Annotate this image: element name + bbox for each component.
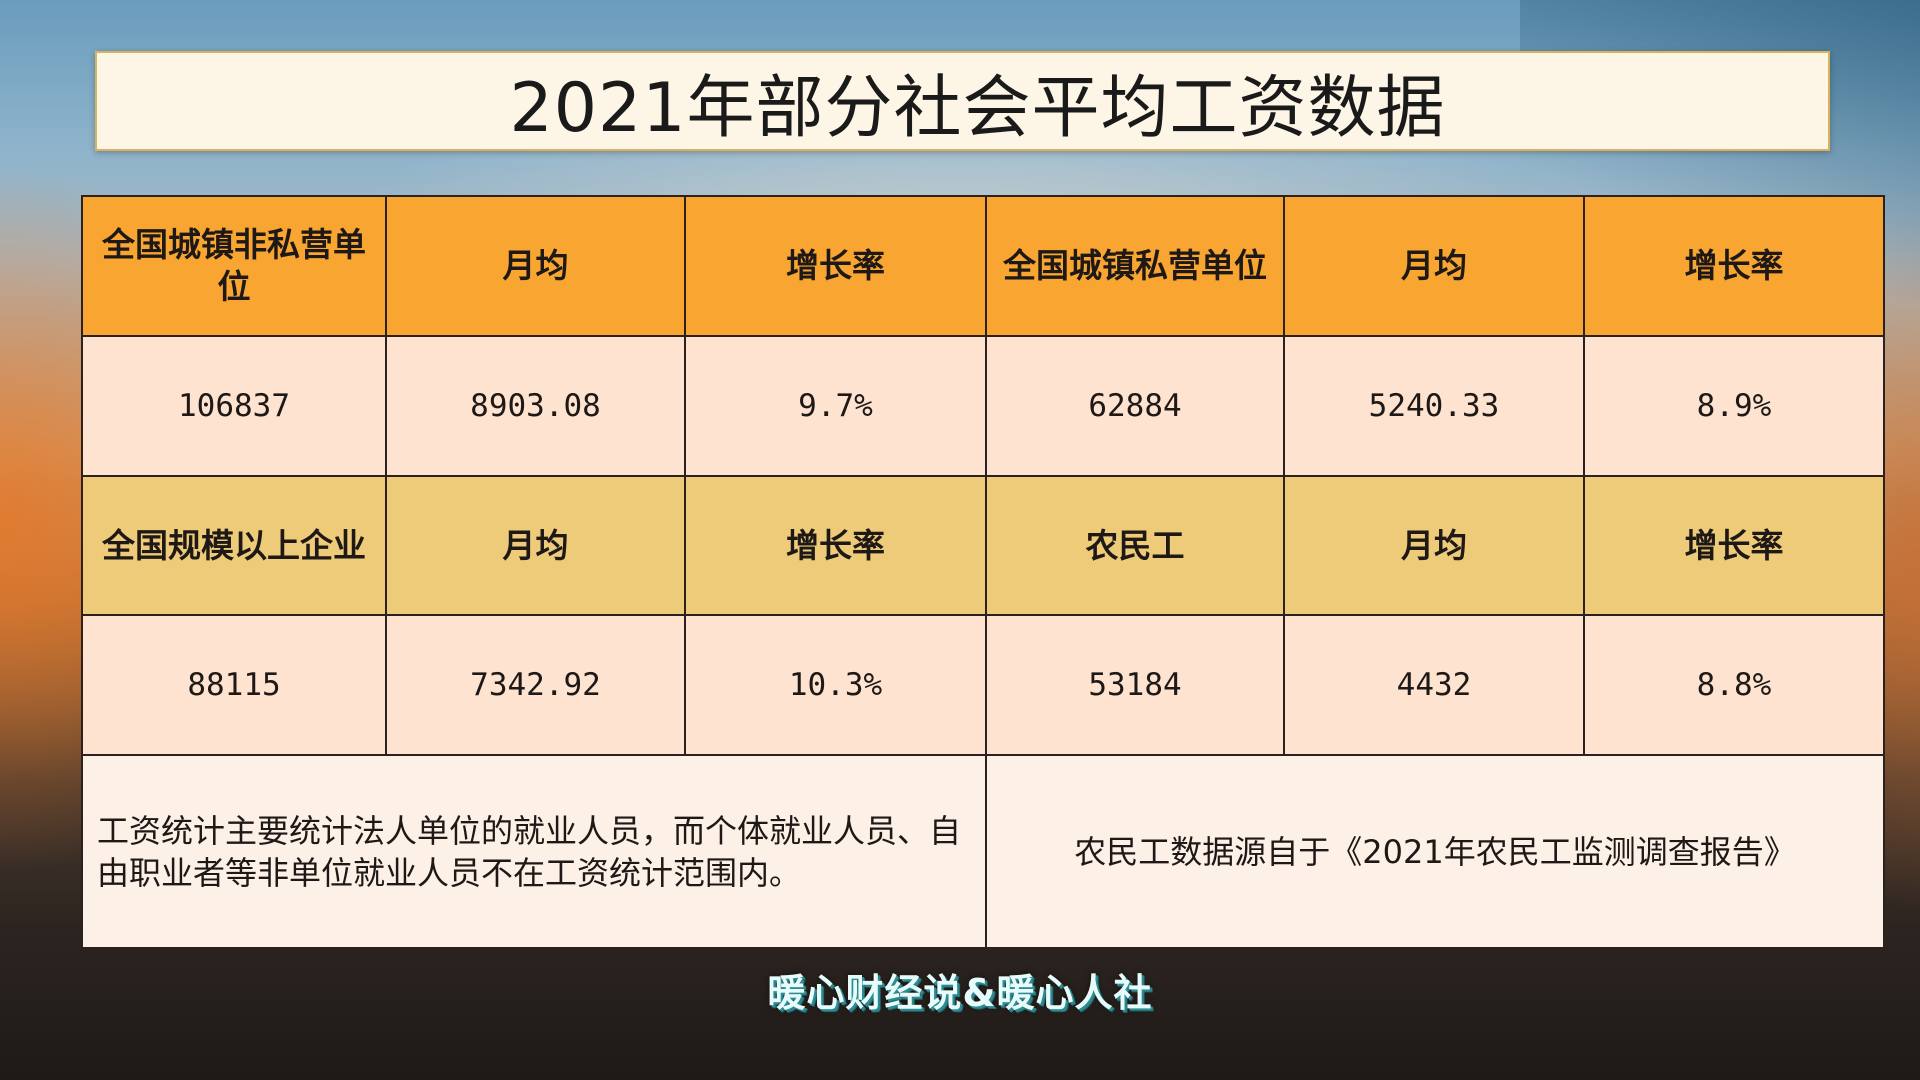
header-cell-growth-rate: 增长率 [1583,475,1885,616]
value-migrant-growth: 8.8% [1583,614,1885,756]
data-row-group1: 106837 8903.08 9.7% 62884 5240.33 8.9% [81,335,1885,477]
page-title: 2021年部分社会平均工资数据 [509,68,1446,148]
header-cell-private-units: 全国城镇私营单位 [985,195,1285,337]
value-enterprise-monthly: 7342.92 [385,614,686,756]
value-enterprise-growth: 10.3% [684,614,987,756]
note-migrant-source: 农民工数据源自于《2021年农民工监测调查报告》 [985,754,1885,949]
header-cell-large-enterprises: 全国规模以上企业 [81,475,387,616]
value-private-annual: 62884 [985,335,1285,477]
header-cell-monthly-avg: 月均 [1283,195,1585,337]
value-migrant-monthly: 4432 [1283,614,1585,756]
header-cell-growth-rate: 增长率 [684,475,987,616]
header-cell-growth-rate: 增长率 [1583,195,1885,337]
header-cell-monthly-avg: 月均 [385,195,686,337]
header-cell-migrant-workers: 农民工 [985,475,1285,616]
value-migrant-annual: 53184 [985,614,1285,756]
title-banner: 2021年部分社会平均工资数据 [95,51,1830,151]
data-row-group2: 88115 7342.92 10.3% 53184 4432 8.8% [81,614,1885,756]
header-cell-nonprivate-units: 全国城镇非私营单位 [81,195,387,337]
value-nonprivate-annual: 106837 [81,335,387,477]
header-row-group2: 全国规模以上企业 月均 增长率 农民工 月均 增长率 [81,475,1885,616]
value-nonprivate-monthly: 8903.08 [385,335,686,477]
value-nonprivate-growth: 9.7% [684,335,987,477]
header-cell-monthly-avg: 月均 [385,475,686,616]
value-enterprise-annual: 88115 [81,614,387,756]
header-cell-growth-rate: 增长率 [684,195,987,337]
header-cell-monthly-avg: 月均 [1283,475,1585,616]
wage-data-table: 全国城镇非私营单位 月均 增长率 全国城镇私营单位 月均 增长率 106837 … [81,195,1885,949]
watermark-text: 暖心财经说&暖心人社 [767,971,1153,1015]
value-private-monthly: 5240.33 [1283,335,1585,477]
note-statistics-scope: 工资统计主要统计法人单位的就业人员，而个体就业人员、自由职业者等非单位就业人员不… [81,754,987,949]
value-private-growth: 8.9% [1583,335,1885,477]
header-row-group1: 全国城镇非私营单位 月均 增长率 全国城镇私营单位 月均 增长率 [81,195,1885,337]
notes-row: 工资统计主要统计法人单位的就业人员，而个体就业人员、自由职业者等非单位就业人员不… [81,754,1885,949]
